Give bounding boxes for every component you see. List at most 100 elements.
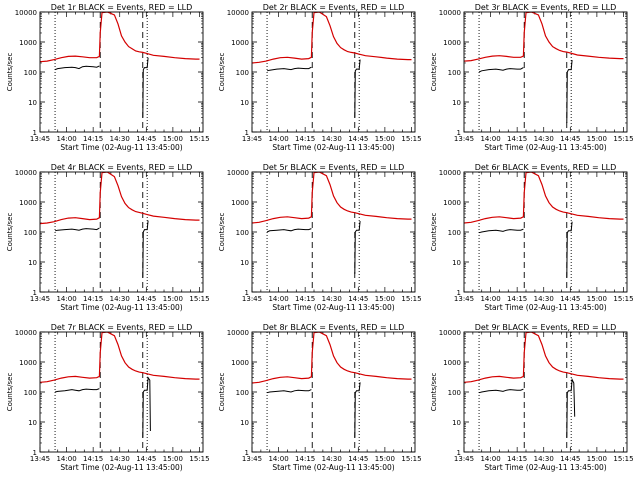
plot-frame — [463, 171, 628, 293]
x-tick-label: 14:45 — [560, 455, 580, 463]
x-tick-label: 13:45 — [30, 135, 50, 143]
x-tick-label: 15:15 — [613, 455, 633, 463]
series-lld-line — [464, 12, 624, 62]
y-axis-label: Counts/sec — [430, 213, 438, 252]
y-tick-label: 10000 — [227, 329, 249, 337]
series-events-line — [566, 377, 576, 438]
x-tick-label: 14:45 — [348, 135, 368, 143]
x-tick-label: 14:30 — [110, 295, 130, 303]
y-tick-label: 100 — [236, 69, 249, 77]
x-tick-label: 14:30 — [534, 295, 554, 303]
y-tick-label: 100 — [24, 389, 37, 397]
x-tick-label: 13:45 — [454, 135, 474, 143]
y-tick-label: 10 — [452, 419, 461, 427]
x-tick-label: 13:45 — [454, 295, 474, 303]
y-tick-label: 10000 — [15, 329, 37, 337]
chart-title: Det 1r BLACK = Events, RED = LLD — [51, 3, 193, 12]
x-tick-label: 15:00 — [163, 455, 183, 463]
chart-panel-9: Det 9r BLACK = Events, RED = LLD 1 10 100 10… — [430, 323, 634, 472]
series-events-line — [478, 67, 524, 73]
x-tick-label: 13:45 — [454, 455, 474, 463]
x-tick-label: 14:45 — [136, 455, 156, 463]
chart-panel-6: Det 6r BLACK = Events, RED = LLD 1 10 100 10… — [430, 163, 634, 312]
y-tick-label: 1000 — [443, 39, 461, 47]
series-events-line — [354, 382, 361, 438]
chart-panel-1: Det 1r BLACK = Events, RED = LLD 1 10 100 10… — [6, 3, 210, 152]
y-tick-label: 10 — [240, 259, 249, 267]
x-axis-label: Start Time (02-Aug-11 13:45:00) — [484, 143, 606, 152]
chart-title: Det 2r BLACK = Events, RED = LLD — [263, 3, 405, 12]
x-tick-label: 15:15 — [401, 455, 421, 463]
x-tick-label: 15:00 — [375, 295, 395, 303]
x-tick-label: 14:00 — [480, 135, 500, 143]
x-tick-label: 14:15 — [83, 135, 103, 143]
chart-panel-3: Det 3r BLACK = Events, RED = LLD 1 10 100 10… — [430, 3, 634, 152]
x-tick-label: 15:15 — [401, 295, 421, 303]
y-tick-label: 10000 — [15, 9, 37, 17]
y-tick-label: 10000 — [439, 9, 461, 17]
x-tick-label: 14:00 — [480, 295, 500, 303]
series-events-line — [354, 221, 361, 274]
series-events-line — [142, 220, 149, 278]
y-tick-label: 100 — [448, 229, 461, 237]
x-tick-label: 14:15 — [83, 295, 103, 303]
plot-frame — [39, 171, 204, 293]
series-events-line — [566, 60, 573, 124]
y-axis-label: Counts/sec — [6, 213, 14, 252]
plot-frame — [39, 331, 204, 453]
x-tick-label: 15:00 — [587, 295, 607, 303]
x-tick-label: 14:45 — [348, 455, 368, 463]
series-lld-line — [464, 332, 624, 383]
x-tick-label: 14:15 — [83, 455, 103, 463]
y-tick-label: 10 — [28, 419, 37, 427]
series-lld-line — [40, 332, 200, 383]
chart-panel-5: Det 5r BLACK = Events, RED = LLD 1 10 100 10… — [218, 163, 422, 312]
x-tick-label: 14:15 — [507, 295, 527, 303]
y-tick-label: 10 — [240, 99, 249, 107]
y-tick-label: 1000 — [19, 199, 37, 207]
x-axis-label: Start Time (02-Aug-11 13:45:00) — [272, 143, 394, 152]
x-tick-label: 14:00 — [268, 455, 288, 463]
y-tick-label: 1 — [457, 289, 461, 297]
x-tick-label: 15:00 — [163, 135, 183, 143]
x-tick-label: 15:15 — [613, 295, 633, 303]
series-events-line — [566, 221, 573, 278]
x-tick-label: 14:00 — [56, 135, 76, 143]
y-tick-label: 1 — [33, 289, 37, 297]
chart-title: Det 3r BLACK = Events, RED = LLD — [475, 3, 617, 12]
x-tick-label: 15:00 — [163, 295, 183, 303]
y-tick-label: 1 — [245, 289, 249, 297]
series-events-line — [354, 59, 361, 118]
chart-title: Det 5r BLACK = Events, RED = LLD — [263, 163, 405, 172]
x-axis-label: Start Time (02-Aug-11 13:45:00) — [484, 303, 606, 312]
series-events-line — [266, 228, 312, 233]
series-events-line — [54, 388, 100, 393]
series-lld-line — [252, 332, 412, 384]
x-tick-label: 15:15 — [189, 135, 209, 143]
series-lld-line — [40, 172, 200, 225]
x-tick-label: 14:15 — [295, 455, 315, 463]
series-lld-line — [40, 12, 200, 63]
x-tick-label: 15:00 — [375, 135, 395, 143]
y-tick-label: 10000 — [439, 329, 461, 337]
series-events-line — [54, 227, 100, 232]
x-tick-label: 14:45 — [136, 295, 156, 303]
y-tick-label: 10000 — [227, 9, 249, 17]
x-tick-label: 15:00 — [587, 455, 607, 463]
chart-title: Det 6r BLACK = Events, RED = LLD — [475, 163, 617, 172]
y-tick-label: 10000 — [227, 169, 249, 177]
series-events-line — [142, 376, 151, 438]
chart-title: Det 7r BLACK = Events, RED = LLD — [51, 323, 193, 332]
x-tick-label: 14:45 — [348, 295, 368, 303]
y-tick-label: 1 — [33, 449, 37, 457]
x-tick-label: 15:15 — [613, 135, 633, 143]
x-tick-label: 14:00 — [268, 135, 288, 143]
x-tick-label: 15:15 — [189, 455, 209, 463]
x-tick-label: 14:30 — [322, 455, 342, 463]
y-tick-label: 10 — [28, 259, 37, 267]
x-tick-label: 14:45 — [560, 295, 580, 303]
y-tick-label: 100 — [236, 389, 249, 397]
x-axis-label: Start Time (02-Aug-11 13:45:00) — [60, 143, 182, 152]
y-tick-label: 100 — [448, 69, 461, 77]
series-events-line — [478, 388, 524, 394]
